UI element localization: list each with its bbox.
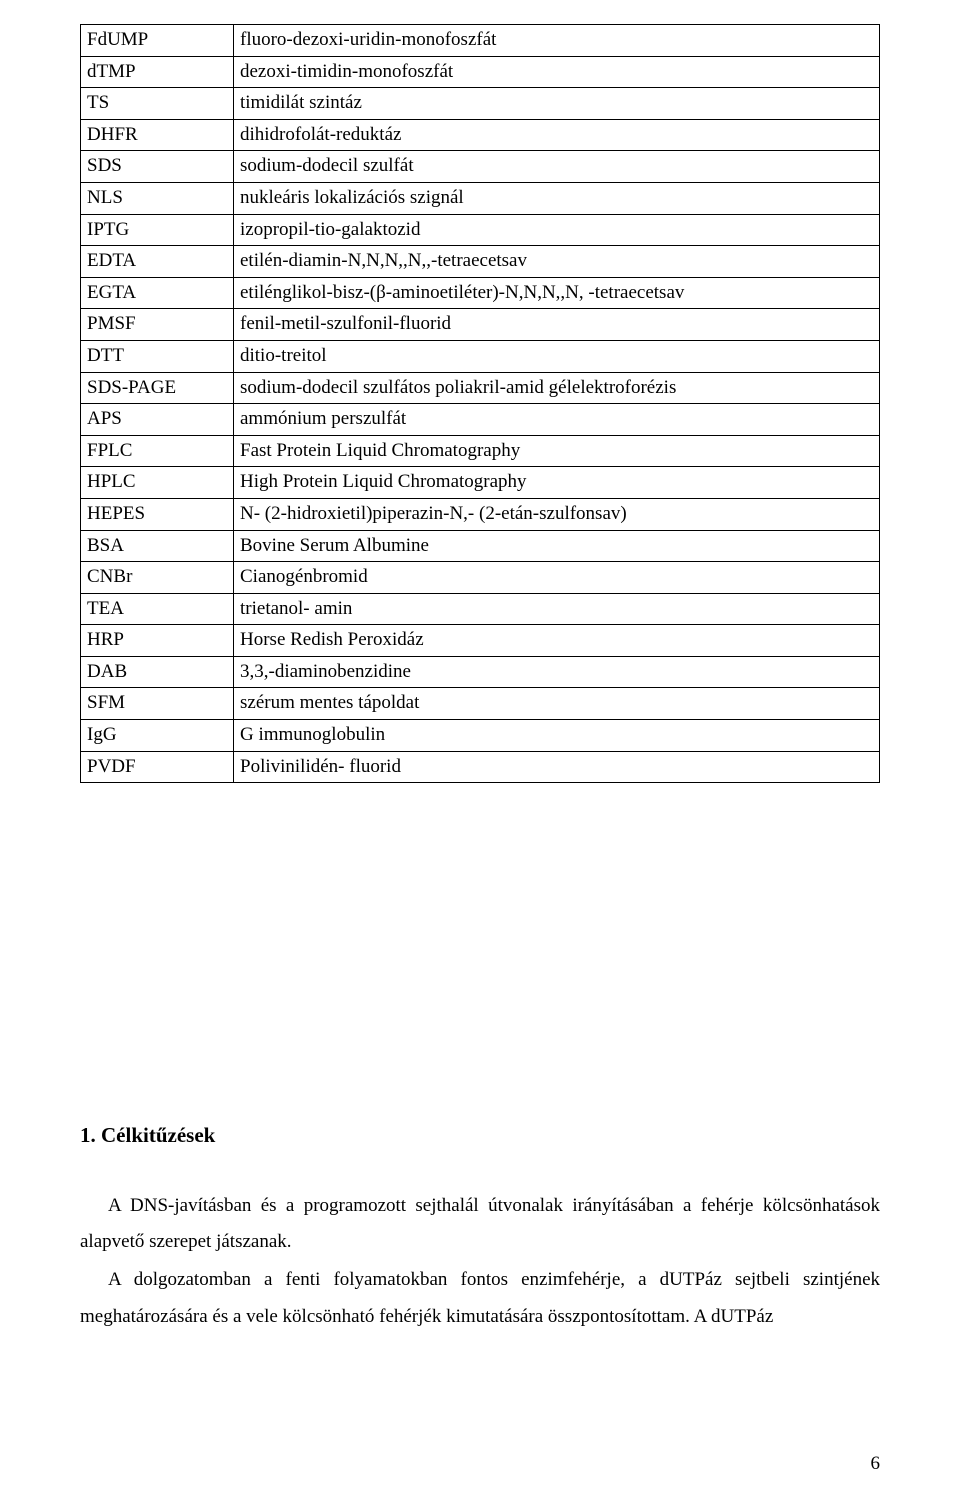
body-paragraph: A dolgozatomban a fenti folyamatokban fo… bbox=[80, 1262, 880, 1334]
table-row: EGTAetilénglikol-bisz-(β-aminoetiléter)-… bbox=[81, 277, 880, 309]
abbrev-code: SDS-PAGE bbox=[81, 372, 234, 404]
abbrev-def: dezoxi-timidin-monofoszfát bbox=[234, 56, 880, 88]
table-row: PMSFfenil-metil-szulfonil-fluorid bbox=[81, 309, 880, 341]
table-row: HEPESN- (2-hidroxietil)piperazin-N,- (2-… bbox=[81, 498, 880, 530]
abbrev-code: DHFR bbox=[81, 119, 234, 151]
abbrev-def: fenil-metil-szulfonil-fluorid bbox=[234, 309, 880, 341]
table-row: CNBrCianogénbromid bbox=[81, 562, 880, 594]
abbrev-code: EGTA bbox=[81, 277, 234, 309]
abbrev-def: sodium-dodecil szulfátos poliakril-amid … bbox=[234, 372, 880, 404]
abbrev-def: etilén-diamin-N,N,N,,N,,-tetraecetsav bbox=[234, 246, 880, 278]
abbrev-code: TS bbox=[81, 88, 234, 120]
page-number: 6 bbox=[871, 1453, 881, 1475]
abbrev-code: EDTA bbox=[81, 246, 234, 278]
abbrev-code: NLS bbox=[81, 182, 234, 214]
table-row: TStimidilát szintáz bbox=[81, 88, 880, 120]
abbrev-code: IgG bbox=[81, 720, 234, 752]
abbrev-def: nukleáris lokalizációs szignál bbox=[234, 182, 880, 214]
table-row: FdUMPfluoro-dezoxi-uridin-monofoszfát bbox=[81, 25, 880, 57]
abbrev-def: N- (2-hidroxietil)piperazin-N,- (2-etán-… bbox=[234, 498, 880, 530]
section-heading: 1. Célkitűzések bbox=[80, 1123, 880, 1148]
abbrev-code: DTT bbox=[81, 340, 234, 372]
abbrev-code: FdUMP bbox=[81, 25, 234, 57]
abbrev-def: Bovine Serum Albumine bbox=[234, 530, 880, 562]
abbrev-def: dihidrofolát-reduktáz bbox=[234, 119, 880, 151]
abbrev-def: sodium-dodecil szulfát bbox=[234, 151, 880, 183]
table-row: HRPHorse Redish Peroxidáz bbox=[81, 625, 880, 657]
abbrev-code: HRP bbox=[81, 625, 234, 657]
table-row: DTTditio-treitol bbox=[81, 340, 880, 372]
abbrev-code: PVDF bbox=[81, 751, 234, 783]
table-row: IPTGizopropil-tio-galaktozid bbox=[81, 214, 880, 246]
abbrev-def: szérum mentes tápoldat bbox=[234, 688, 880, 720]
table-row: HPLCHigh Protein Liquid Chromatography bbox=[81, 467, 880, 499]
table-row: FPLCFast Protein Liquid Chromatography bbox=[81, 435, 880, 467]
abbrev-def: ditio-treitol bbox=[234, 340, 880, 372]
body-paragraph: A DNS-javításban és a programozott sejth… bbox=[80, 1188, 880, 1260]
table-row: SDSsodium-dodecil szulfát bbox=[81, 151, 880, 183]
abbrev-def: izopropil-tio-galaktozid bbox=[234, 214, 880, 246]
table-row: dTMPdezoxi-timidin-monofoszfát bbox=[81, 56, 880, 88]
abbrev-code: TEA bbox=[81, 593, 234, 625]
abbrev-def: Cianogénbromid bbox=[234, 562, 880, 594]
table-row: EDTAetilén-diamin-N,N,N,,N,,-tetraecetsa… bbox=[81, 246, 880, 278]
abbrev-code: HEPES bbox=[81, 498, 234, 530]
table-row: DAB3,3,-diaminobenzidine bbox=[81, 656, 880, 688]
abbrev-def: timidilát szintáz bbox=[234, 88, 880, 120]
abbrev-def: fluoro-dezoxi-uridin-monofoszfát bbox=[234, 25, 880, 57]
abbrev-code: SFM bbox=[81, 688, 234, 720]
abbrev-code: SDS bbox=[81, 151, 234, 183]
abbrev-code: APS bbox=[81, 404, 234, 436]
table-row: DHFRdihidrofolát-reduktáz bbox=[81, 119, 880, 151]
abbrev-code: IPTG bbox=[81, 214, 234, 246]
abbrev-def: Horse Redish Peroxidáz bbox=[234, 625, 880, 657]
abbrev-code: FPLC bbox=[81, 435, 234, 467]
table-row: APSammónium perszulfát bbox=[81, 404, 880, 436]
abbrev-def: ammónium perszulfát bbox=[234, 404, 880, 436]
abbrev-def: G immunoglobulin bbox=[234, 720, 880, 752]
table-row: NLSnukleáris lokalizációs szignál bbox=[81, 182, 880, 214]
abbrev-def: Polivinilidén- fluorid bbox=[234, 751, 880, 783]
abbrev-def: 3,3,-diaminobenzidine bbox=[234, 656, 880, 688]
table-row: PVDFPolivinilidén- fluorid bbox=[81, 751, 880, 783]
table-row: TEAtrietanol- amin bbox=[81, 593, 880, 625]
abbrev-def: etilénglikol-bisz-(β-aminoetiléter)-N,N,… bbox=[234, 277, 880, 309]
abbrev-code: DAB bbox=[81, 656, 234, 688]
abbrev-code: PMSF bbox=[81, 309, 234, 341]
table-row: SFMszérum mentes tápoldat bbox=[81, 688, 880, 720]
abbrev-def: trietanol- amin bbox=[234, 593, 880, 625]
abbrev-def: Fast Protein Liquid Chromatography bbox=[234, 435, 880, 467]
table-row: SDS-PAGEsodium-dodecil szulfátos poliakr… bbox=[81, 372, 880, 404]
table-row: IgGG immunoglobulin bbox=[81, 720, 880, 752]
abbrev-code: BSA bbox=[81, 530, 234, 562]
abbreviation-table: FdUMPfluoro-dezoxi-uridin-monofoszfát dT… bbox=[80, 24, 880, 783]
abbreviation-tbody: FdUMPfluoro-dezoxi-uridin-monofoszfát dT… bbox=[81, 25, 880, 783]
abbrev-code: CNBr bbox=[81, 562, 234, 594]
document-page: FdUMPfluoro-dezoxi-uridin-monofoszfát dT… bbox=[0, 0, 960, 1495]
abbrev-def: High Protein Liquid Chromatography bbox=[234, 467, 880, 499]
table-row: BSABovine Serum Albumine bbox=[81, 530, 880, 562]
abbrev-code: dTMP bbox=[81, 56, 234, 88]
abbrev-code: HPLC bbox=[81, 467, 234, 499]
